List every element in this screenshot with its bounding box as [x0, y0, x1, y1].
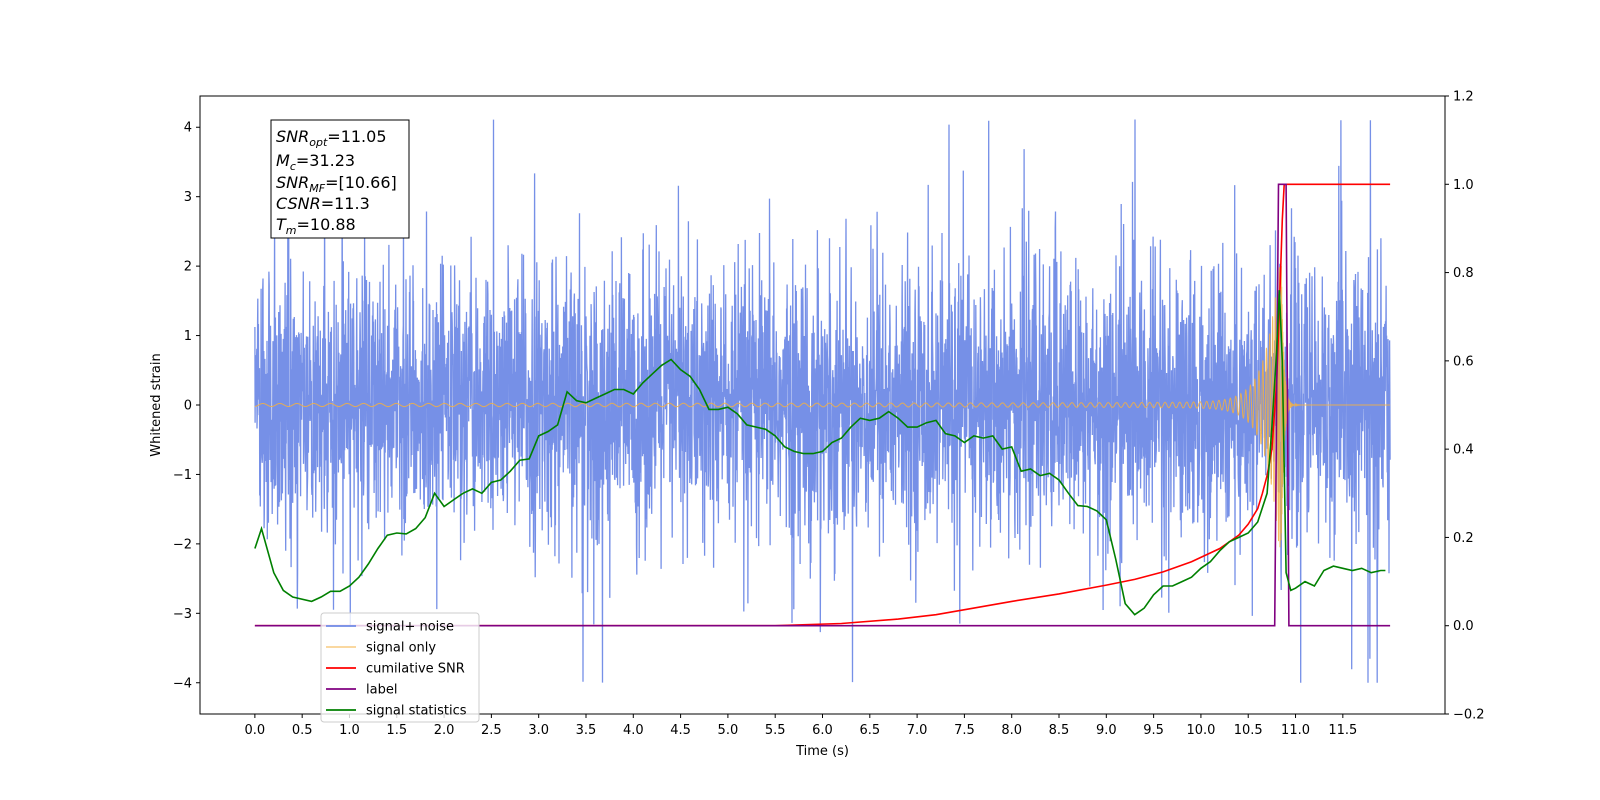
info-snr-mf: SNRMF=[10.66] — [276, 173, 397, 195]
signal-statistics-line — [254, 290, 1386, 616]
x-tick-label: 6.0 — [812, 723, 833, 738]
x-tick-label: 5.5 — [765, 723, 786, 738]
legend-item: cumilative SNR — [326, 662, 465, 677]
x-tick-label: 10.0 — [1186, 723, 1215, 738]
info-snr-opt: SNRopt=11.05 — [276, 127, 387, 149]
y-tick-label: −4 — [173, 676, 192, 691]
legend-item: signal only — [326, 641, 436, 656]
y2-tick-label: 1.2 — [1453, 90, 1474, 105]
legend-item: signal+ noise — [326, 620, 454, 635]
signal-only-line — [254, 266, 1391, 548]
x-tick-label: 11.5 — [1328, 723, 1357, 738]
y-tick-label: −1 — [173, 468, 192, 483]
x-tick-label: 4.5 — [670, 723, 691, 738]
y-tick-label: 4 — [184, 121, 192, 136]
y2-tick-label: 0.0 — [1453, 619, 1474, 634]
y-axis-ticks: 4 3 2 1 0 −1 −2 −3 −4 — [173, 121, 200, 691]
label-line — [254, 183, 1391, 627]
x-tick-label: 10.5 — [1234, 723, 1263, 738]
signal-noise-line — [254, 119, 1391, 683]
y-tick-label: 0 — [184, 399, 192, 414]
x-tick-label: 1.5 — [386, 723, 407, 738]
y-tick-label: 2 — [184, 260, 192, 275]
x-tick-label: 7.0 — [907, 723, 928, 738]
y2-tick-label: −0.2 — [1453, 708, 1485, 723]
signal-only-series — [254, 266, 1391, 548]
legend-item: label — [326, 683, 397, 698]
y-tick-label: 1 — [184, 329, 192, 344]
x-tick-label: 7.5 — [954, 723, 975, 738]
y2-tick-label: 0.2 — [1453, 531, 1474, 546]
x-tick-label: 4.0 — [623, 723, 644, 738]
legend: signal+ noise signal only cumilative SNR la… — [320, 612, 480, 723]
y2-tick-label: 0.8 — [1453, 266, 1474, 281]
legend-label: signal+ noise — [366, 620, 454, 635]
legend-label: signal only — [366, 641, 436, 656]
noise-series — [254, 119, 1391, 683]
info-box: SNRopt=11.05 Mc=31.23 SNRMF=[10.66] CSNR… — [270, 119, 410, 239]
x-tick-label: 8.5 — [1049, 723, 1070, 738]
x-tick-label: 8.0 — [1001, 723, 1022, 738]
x-tick-label: 2.0 — [434, 723, 455, 738]
x-tick-label: 11.0 — [1281, 723, 1310, 738]
x-tick-label: 9.5 — [1143, 723, 1164, 738]
info-box-frame — [270, 119, 410, 239]
y2-tick-label: 0.6 — [1453, 354, 1474, 369]
legend-item: signal statistics — [326, 704, 467, 719]
y-tick-label: 3 — [184, 190, 192, 205]
legend-label: cumilative SNR — [366, 662, 465, 677]
x-tick-label: 2.5 — [481, 723, 502, 738]
y2-axis-ticks: 1.2 1.0 0.8 0.6 0.4 0.2 0.0 −0.2 — [1445, 90, 1485, 723]
x-tick-label: 6.5 — [859, 723, 880, 738]
y-axis-label: Whitened strain — [149, 353, 164, 456]
info-csnr: CSNR=11.3 — [276, 194, 370, 213]
x-axis-ticks: 0.0 0.5 1.0 1.5 2.0 2.5 3.0 3.5 4.0 4.5 5.0 5.5 6.0 6… — [245, 714, 1357, 738]
y2-tick-label: 1.0 — [1453, 178, 1474, 193]
x-tick-label: 0.5 — [292, 723, 313, 738]
x-tick-label: 0.0 — [245, 723, 266, 738]
x-axis-label: Time (s) — [795, 744, 849, 759]
legend-label: label — [366, 683, 397, 698]
info-mc: Mc=31.23 — [276, 151, 355, 173]
x-tick-label: 9.0 — [1096, 723, 1117, 738]
x-tick-label: 5.0 — [718, 723, 739, 738]
x-tick-label: 3.0 — [528, 723, 549, 738]
right-axis-series — [254, 183, 1391, 627]
legend-frame — [320, 612, 480, 723]
y-tick-label: −2 — [173, 537, 192, 552]
info-tm: Tm=10.88 — [276, 215, 356, 237]
x-tick-label: 1.0 — [339, 723, 360, 738]
y-tick-label: −3 — [173, 607, 192, 622]
legend-label: signal statistics — [366, 704, 467, 719]
x-tick-label: 3.5 — [576, 723, 597, 738]
y2-tick-label: 0.4 — [1453, 443, 1474, 458]
